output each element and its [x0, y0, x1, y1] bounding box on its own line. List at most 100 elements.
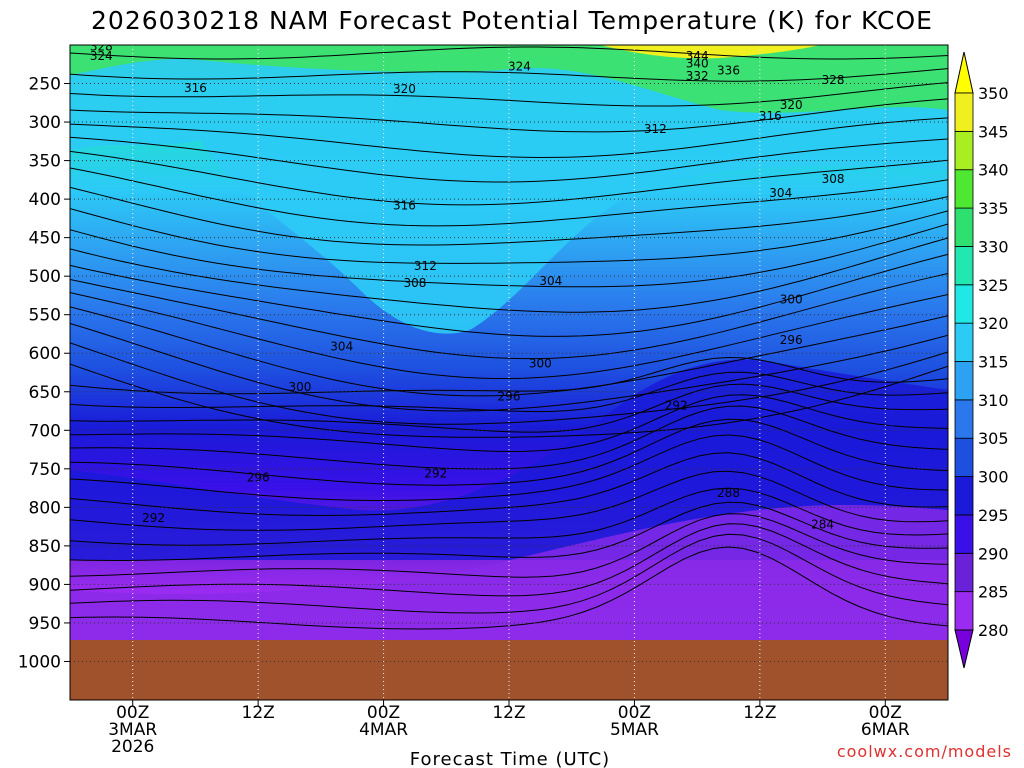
- pressure-tick-label: 750: [29, 460, 61, 480]
- isentrope-line: [70, 371, 948, 413]
- contour-label: 300: [780, 292, 803, 306]
- contour-label: 308: [403, 276, 426, 290]
- pressure-tick-label: 950: [29, 614, 61, 634]
- colorbar-level-label: 335: [978, 199, 1009, 218]
- isentrope-line: [70, 253, 948, 337]
- isentrope-line: [70, 292, 948, 379]
- colorbar-swatch: [954, 552, 974, 593]
- isentrope-line: [70, 208, 948, 264]
- contour-label: 328: [90, 40, 113, 54]
- isentrope-line: [70, 342, 948, 425]
- contour-label: 320: [780, 98, 803, 112]
- contour-label: 292: [424, 467, 447, 481]
- time-tick-label: 12Z: [492, 703, 525, 723]
- colorbar-swatch: [954, 169, 974, 209]
- pressure-tick-label: 650: [29, 383, 61, 403]
- contour-label: 316: [759, 109, 782, 123]
- x-axis-label: Forecast Time (UTC): [410, 749, 610, 768]
- contour-label: 324: [508, 60, 531, 74]
- pressure-axis: 250 300 350 400 450 500 550 600 650 700 750 800 850 9…: [18, 75, 70, 672]
- contour-label: 304: [330, 339, 353, 353]
- isentrope-line: [70, 237, 948, 313]
- time-tick-label: 00Z: [869, 703, 902, 723]
- time-tick-label: 6MAR: [861, 720, 910, 740]
- colorbar-level-label: 305: [978, 429, 1009, 448]
- colorbar: 280 285 290 295 300 305 310 315 320 325 330 335 340 3…: [954, 51, 1009, 669]
- time-tick-label: 00Z: [116, 703, 149, 723]
- contour-label: 296: [780, 333, 803, 347]
- low-violet-layer: [70, 505, 948, 645]
- top-green-band: [70, 45, 948, 113]
- colorbar-swatch: [954, 322, 974, 362]
- isentrope-line: [70, 273, 948, 360]
- pressure-tick-label: 900: [29, 575, 61, 595]
- colorbar-level-label: 300: [978, 468, 1009, 487]
- isentrope-line: [70, 82, 948, 107]
- isentrope-line: [70, 46, 948, 60]
- pressure-tick-label: 450: [29, 229, 61, 249]
- colorbar-level-label: 345: [978, 122, 1009, 141]
- contour-label: 328: [822, 73, 845, 87]
- contour-label: 300: [529, 356, 552, 370]
- contour-label: 340: [686, 57, 709, 71]
- colorbar-level-label: 350: [978, 84, 1009, 103]
- contour-label: 312: [644, 122, 667, 136]
- pressure-tick-label: 850: [29, 537, 61, 557]
- time-tick-label: 5MAR: [610, 720, 659, 740]
- pressure-tick-label: 600: [29, 344, 61, 364]
- contour-label: 296: [498, 389, 521, 403]
- time-tick-label: 3MAR: [108, 720, 157, 740]
- contour-label: 316: [393, 198, 416, 212]
- time-tick-label: 12Z: [743, 703, 776, 723]
- time-tick-label: 12Z: [242, 703, 275, 723]
- pressure-tick-label: 500: [29, 267, 61, 287]
- colorbar-swatch: [954, 437, 974, 477]
- colorbar-swatch: [954, 246, 974, 286]
- colorbar-level-label: 330: [978, 237, 1009, 256]
- colorbar-swatch: [954, 476, 974, 516]
- top-yellow-core: [600, 45, 820, 59]
- isentrope-line: [70, 186, 948, 246]
- isentrope-line: [70, 150, 948, 206]
- contour-label: 308: [822, 172, 845, 186]
- colorbar-level-label: 315: [978, 353, 1009, 372]
- isentrope-line: [70, 68, 948, 82]
- colorbar-swatch: [954, 361, 974, 401]
- isentrope-line: [70, 418, 948, 486]
- colorbar-max-arrow: [954, 51, 974, 94]
- colorbar-level-label: 325: [978, 276, 1009, 295]
- contour-label: 292: [142, 511, 165, 525]
- contour-label: 324: [90, 49, 113, 63]
- contour-label: 292: [665, 399, 688, 413]
- time-tick-label: 2026: [111, 737, 154, 757]
- contour-lines: [70, 46, 948, 630]
- isentrope-line: [70, 306, 948, 397]
- contour-label: 316: [184, 81, 207, 95]
- time-tick-label: 00Z: [618, 703, 651, 723]
- colorbar-swatch: [954, 514, 974, 554]
- pressure-tick-label: 700: [29, 421, 61, 441]
- pressure-tick-label: 350: [29, 152, 61, 172]
- colorbar-level-label: 340: [978, 161, 1009, 180]
- pressure-tick-label: 400: [29, 190, 61, 210]
- isentrope-line: [70, 452, 948, 517]
- isentrope-line: [70, 383, 948, 433]
- contour-label: 336: [717, 64, 740, 78]
- isentrope-line: [70, 167, 948, 227]
- contour-label: 344: [686, 49, 709, 63]
- pressure-tick-label: 250: [29, 75, 61, 95]
- contour-label: 288: [717, 486, 740, 500]
- contour-label: 300: [288, 380, 311, 394]
- colorbar-swatch: [954, 399, 974, 439]
- colorbar-min-arrow: [954, 629, 974, 669]
- contour-label: 304: [769, 186, 792, 200]
- colorbar-swatch: [954, 130, 974, 171]
- pressure-tick-label: 1000: [18, 652, 61, 672]
- isentrope-line: [70, 523, 948, 597]
- contour-label: 332: [686, 69, 709, 83]
- site-credit: coolwx.com/models: [837, 742, 1012, 761]
